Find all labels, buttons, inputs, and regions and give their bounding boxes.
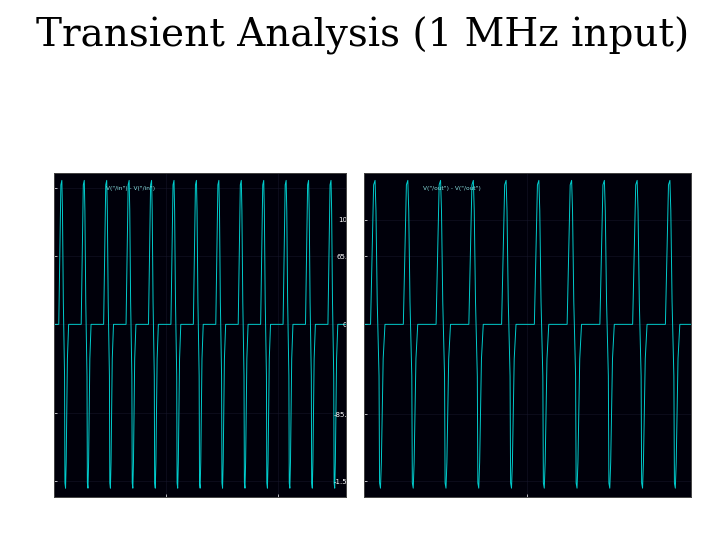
X-axis label: time ( s ): time ( s ) xyxy=(183,510,217,519)
Title: Transient Response: Transient Response xyxy=(484,163,571,172)
Y-axis label: V ( ): V ( ) xyxy=(696,327,702,342)
X-axis label: m ( s ): m ( s ) xyxy=(515,510,540,519)
Text: V("/in") - V("/in"): V("/in") - V("/in") xyxy=(107,186,156,191)
Text: V("/out") - V("/out"): V("/out") - V("/out") xyxy=(423,186,480,191)
Y-axis label: V ( ): V ( ) xyxy=(350,327,356,342)
Title: Transient Response: Transient Response xyxy=(156,163,243,172)
Text: Transient Analysis (1 MHz input): Transient Analysis (1 MHz input) xyxy=(36,16,689,55)
